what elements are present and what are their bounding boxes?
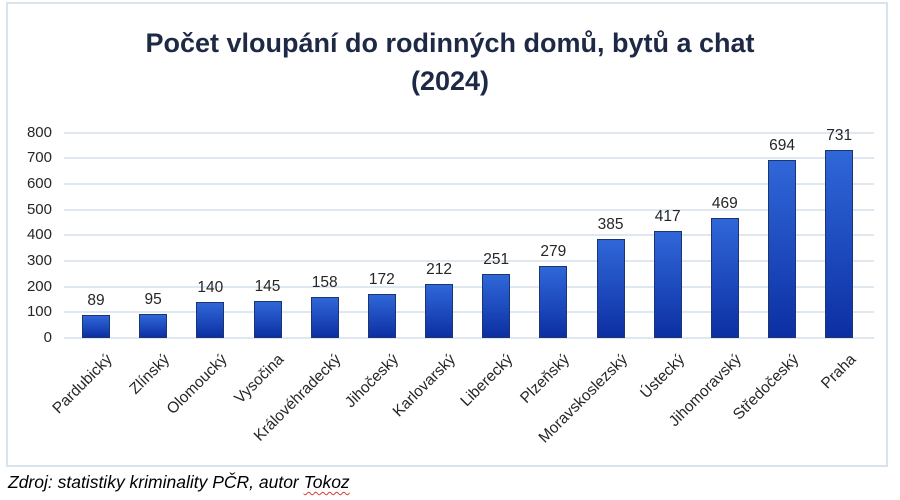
x-axis-category-label: Vysočina [231,351,288,408]
bar-value-label: 279 [540,243,567,261]
source-note: Zdroj: statistiky kriminality PČR, autor… [8,472,350,493]
y-axis-tick-label: 300 [26,252,52,269]
bar [539,266,568,338]
bar-value-label: 212 [426,260,452,278]
source-note-text: Zdroj: statistiky kriminality PČR, autor [8,472,304,492]
bar [482,273,511,338]
bar [425,283,454,338]
bar-value-label: 140 [197,279,224,297]
bar-value-label: 145 [254,277,281,295]
x-axis-category-label: Praha [817,351,860,393]
bar [768,159,797,338]
y-axis-tick-label: 200 [26,277,52,295]
bar [139,313,168,338]
x-axis-category-label: Liberecký [457,351,517,410]
chart-title: Počet vloupání do rodinných domů, bytů a… [40,24,860,100]
bar [310,297,339,338]
y-axis-tick-label: 700 [26,149,52,167]
bar-value-label: 694 [769,136,795,154]
x-axis-category-label: Pardubický [49,351,117,418]
x-axis-category-label: Ústecký [636,351,688,403]
gridline [64,157,874,160]
chart-subtitle: (2024) [410,66,490,96]
bar-value-label: 731 [826,127,853,145]
bar [710,217,739,338]
bar [653,230,682,338]
bar-value-label: 158 [311,274,338,292]
chart-title-text: Počet vloupání do rodinných domů, bytů a… [145,28,755,58]
bar-value-label: 95 [144,290,162,308]
author-name: Tokoz [303,472,350,492]
x-axis-category-label: Plzeňský [517,351,574,407]
y-axis-tick-label: 600 [26,175,52,193]
bar-value-label: 172 [368,270,395,288]
y-axis-tick-label: 500 [26,200,52,218]
gridline [64,131,874,134]
gridline [64,285,874,288]
gridline [64,234,874,237]
x-axis-category-label: Zlínský [126,351,174,398]
bar [596,239,625,338]
bar [825,150,854,338]
gridline [64,208,874,211]
bar-value-label: 417 [654,207,681,225]
gridline [64,260,874,262]
bar-value-label: 385 [597,216,624,234]
bar [82,315,110,338]
x-axis-category-label: Olomoucký [163,351,231,418]
y-axis-tick-label: 0 [43,329,52,346]
gridline [64,183,874,186]
gridline [64,337,874,339]
bar [253,300,282,338]
bar [367,293,396,338]
bar [196,302,225,338]
y-axis-tick-label: 800 [26,123,52,141]
bar-value-label: 469 [711,194,738,212]
y-axis-tick-label: 400 [26,226,52,244]
bar-value-label: 251 [483,250,510,268]
bar-value-label: 89 [87,292,105,310]
gridline [64,311,874,314]
y-axis-tick-label: 100 [26,303,52,321]
